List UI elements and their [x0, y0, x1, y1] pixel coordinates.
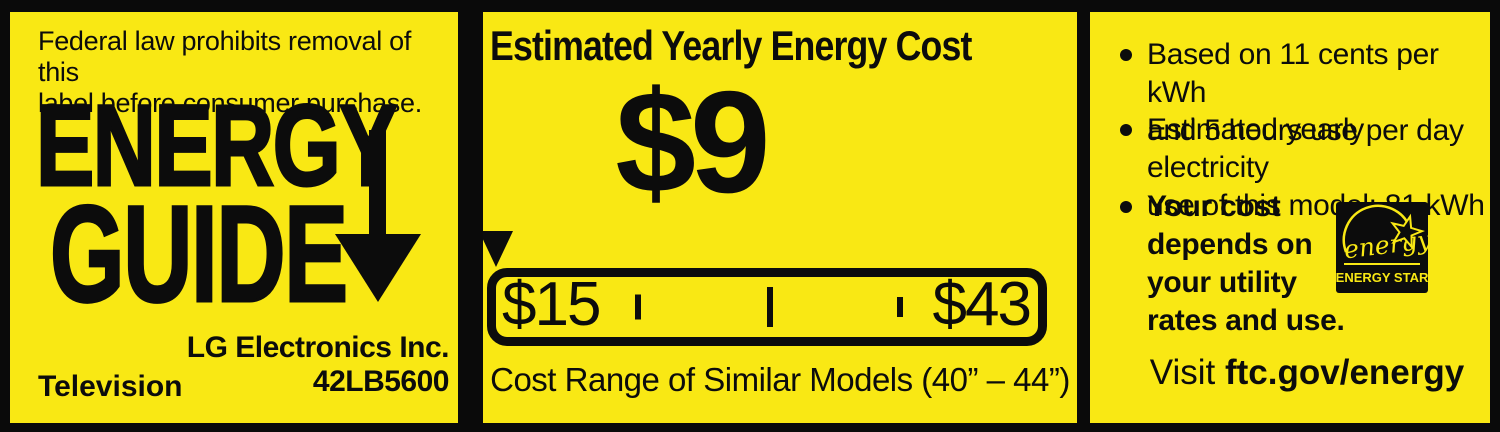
range-min-value: $15 [502, 270, 601, 340]
manufacturer-block: LG Electronics Inc. 42LB5600 [186, 331, 450, 399]
bullet-dot-icon [1120, 124, 1132, 136]
legal-notice: Federal law prohibits removal of this la… [38, 26, 458, 119]
range-tick [767, 287, 773, 327]
right-panel: Based on 11 cents per kWh and 5 hours us… [1090, 12, 1490, 423]
ftc-url: ftc.gov/energy [1225, 353, 1465, 392]
cost-range-bar: $15 $43 [487, 268, 1047, 346]
visit-line: Visit ftc.gov/energy [1090, 353, 1490, 393]
legal-line: Federal law prohibits removal of this [38, 26, 412, 87]
range-caption: Cost Range of Similar Models (40” – 44”) [490, 361, 1070, 398]
bullet-line: Based on 11 cents per kWh [1147, 38, 1439, 109]
down-arrow-icon [335, 130, 421, 302]
bullet-rate-assumption: Based on 11 cents per kWh and 5 hours us… [1090, 36, 1490, 150]
product-type: Television [38, 370, 183, 403]
range-max-value: $43 [932, 270, 1032, 340]
left-panel: Federal law prohibits removal of this la… [10, 12, 458, 423]
bullet-line: your utility [1147, 266, 1297, 299]
yearly-cost-value: $9 [615, 61, 770, 223]
model-number: 42LB5600 [312, 365, 450, 398]
bullet-line: Estimated yearly electricity [1147, 113, 1364, 184]
bullet-line: and 5 hours use per day [1147, 114, 1464, 147]
range-tick [635, 294, 641, 320]
center-panel: Estimated Yearly Energy Cost $9 $15 $43 … [483, 12, 1077, 423]
cost-marker-triangle-icon [483, 231, 513, 267]
legal-line: label before consumer purchase. [38, 88, 422, 118]
energyguide-logo-word-energy: ENERGY [35, 82, 399, 210]
bullet-dot-icon [1120, 49, 1132, 61]
bullet-line: use of this model: 81 kWh [1147, 189, 1485, 222]
bullet-cost-disclaimer: Your cost depends on your utility rates … [1090, 188, 1345, 340]
range-tick [897, 297, 903, 317]
visit-prefix: Visit [1149, 353, 1216, 392]
panel-title: Estimated Yearly Energy Cost [490, 22, 972, 69]
energyguide-logo-word-guide: GUIDE [49, 178, 349, 331]
manufacturer-name: LG Electronics Inc. [186, 331, 450, 364]
energy-star-label-text: ENERGY STAR [1336, 270, 1428, 285]
bullet-dot-icon [1120, 201, 1132, 213]
bullet-electricity-use: Estimated yearly electricity use of this… [1090, 111, 1490, 225]
bullet-line: rates and use. [1147, 304, 1345, 337]
bullet-line: Your cost [1147, 190, 1281, 223]
bullet-line: depends on [1147, 228, 1313, 261]
energy-star-logo: energy ENERGY STAR [1336, 202, 1428, 293]
star-icon [1390, 213, 1425, 250]
